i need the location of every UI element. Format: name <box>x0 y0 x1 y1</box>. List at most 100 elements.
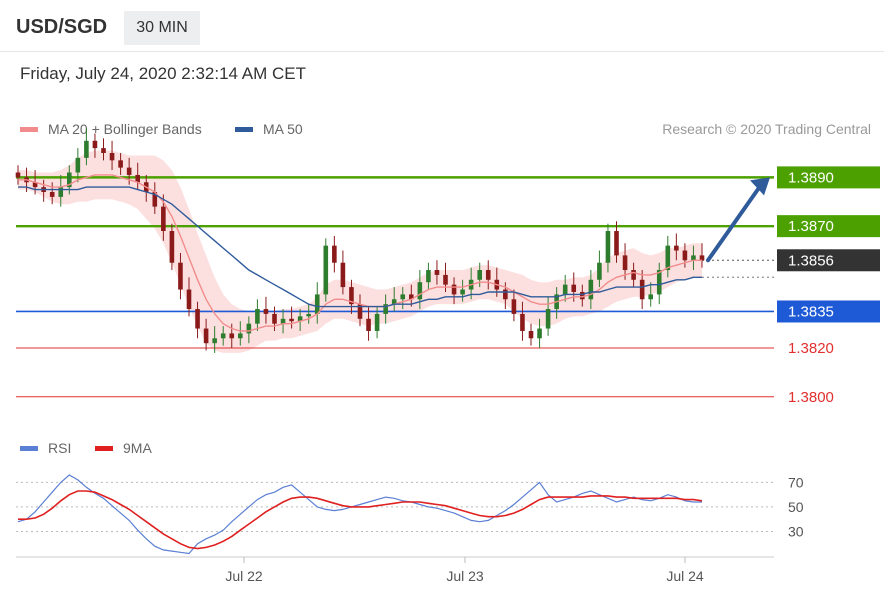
candle-body <box>212 338 217 344</box>
candle-body <box>674 245 679 251</box>
candle-body <box>409 294 414 300</box>
candle-body <box>75 157 81 173</box>
x-tick-label: Jul 24 <box>666 568 704 584</box>
candle-body <box>58 187 64 197</box>
candle-body <box>109 153 115 161</box>
candle-body <box>49 192 55 197</box>
legend-ma20-swatch <box>20 126 38 132</box>
ma20-line <box>18 174 702 332</box>
candle-body <box>426 270 431 283</box>
candle-body <box>135 174 140 183</box>
candle-body <box>238 333 243 339</box>
candle-body <box>383 304 388 314</box>
level-label-1.3800: 1.3800 <box>788 389 834 406</box>
candle-body <box>84 140 89 158</box>
candle-body <box>580 291 585 300</box>
candle-body <box>118 160 123 168</box>
candle-body <box>503 289 508 300</box>
candle-body <box>161 206 166 232</box>
legend-9ma-swatch <box>95 445 113 451</box>
candle-body <box>597 262 602 280</box>
rsi-series-RSI <box>17 474 702 555</box>
candle-body <box>605 231 611 263</box>
legend-rsi-label: RSI <box>48 440 72 456</box>
candle-body <box>220 333 226 339</box>
candle-body <box>622 255 628 271</box>
candle-body <box>280 318 286 324</box>
candle-body <box>562 284 568 295</box>
candle-body <box>614 231 619 256</box>
candle-body <box>699 255 705 261</box>
legend-ma50-label: MA 50 <box>263 121 303 137</box>
candle-body <box>255 309 260 324</box>
candle-body <box>682 250 688 261</box>
candle-body <box>272 313 277 324</box>
forecast-arrow-head <box>750 177 770 196</box>
level-tag-1.3870 <box>777 215 880 238</box>
research-credit: Research © 2020 Trading Central <box>662 121 871 137</box>
candle-body <box>485 270 491 280</box>
legend-9ma: 9MA <box>95 440 152 456</box>
candle-body <box>195 309 200 329</box>
candle-body <box>665 245 671 271</box>
candle-body <box>545 309 551 329</box>
level-tag-1.3890 <box>777 166 880 189</box>
legend-ma50-swatch <box>235 126 253 132</box>
timeframe-badge[interactable]: 30 MIN <box>124 11 200 45</box>
candle-body <box>511 299 517 314</box>
legend-ma50: MA 50 <box>235 121 303 137</box>
candle-body <box>520 313 525 331</box>
candle-body <box>417 282 423 300</box>
candle-body <box>451 284 457 295</box>
candle-body <box>289 318 294 322</box>
candle-body <box>332 245 337 263</box>
legend-9ma-label: 9MA <box>123 440 152 456</box>
candle-body <box>434 270 440 275</box>
x-tick-label: Jul 22 <box>225 568 263 584</box>
level-label-1.3870: 1.3870 <box>788 218 834 235</box>
rsi-tick-50: 50 <box>788 499 804 515</box>
candle-body <box>152 192 158 207</box>
candle-body <box>443 274 448 285</box>
candle-body <box>460 289 465 295</box>
current-price-tag <box>777 249 880 272</box>
level-label-1.3835: 1.3835 <box>788 303 834 320</box>
candle-body <box>229 333 235 339</box>
level-label-1.3820: 1.3820 <box>788 340 834 357</box>
level-tag-1.3835 <box>777 300 880 323</box>
candle-body <box>656 270 662 295</box>
candle-body <box>357 304 363 319</box>
candle-body <box>588 279 594 300</box>
candle-body <box>400 294 406 300</box>
x-tick-label: Jul 23 <box>446 568 484 584</box>
rsi-series-9MA <box>18 490 703 550</box>
candle-body <box>537 328 542 339</box>
candle-body <box>366 318 371 331</box>
candle-body <box>528 330 534 339</box>
candle-body <box>32 182 38 188</box>
candle-body <box>101 148 106 153</box>
candle-body <box>477 270 482 280</box>
candle-body <box>639 279 645 300</box>
rsi-tick-70: 70 <box>788 474 804 490</box>
candle-body <box>67 172 72 188</box>
candle-body <box>178 262 183 290</box>
legend-rsi: RSI <box>20 440 71 456</box>
forecast-arrow-shaft <box>706 184 762 263</box>
candle-body <box>648 294 653 300</box>
candle-body <box>323 245 329 295</box>
candle-body <box>126 167 132 175</box>
candle-body <box>246 323 252 334</box>
candle-body <box>15 172 21 178</box>
candle-body <box>340 262 346 288</box>
rsi-tick-30: 30 <box>788 523 804 539</box>
current-price-label: 1.3856 <box>788 252 834 269</box>
candle-body <box>691 255 696 261</box>
candle-body <box>349 287 354 305</box>
candle-body <box>203 328 209 344</box>
candle-body <box>297 316 303 322</box>
candle-body <box>571 284 577 292</box>
pair-title: USD/SGD <box>16 16 108 38</box>
